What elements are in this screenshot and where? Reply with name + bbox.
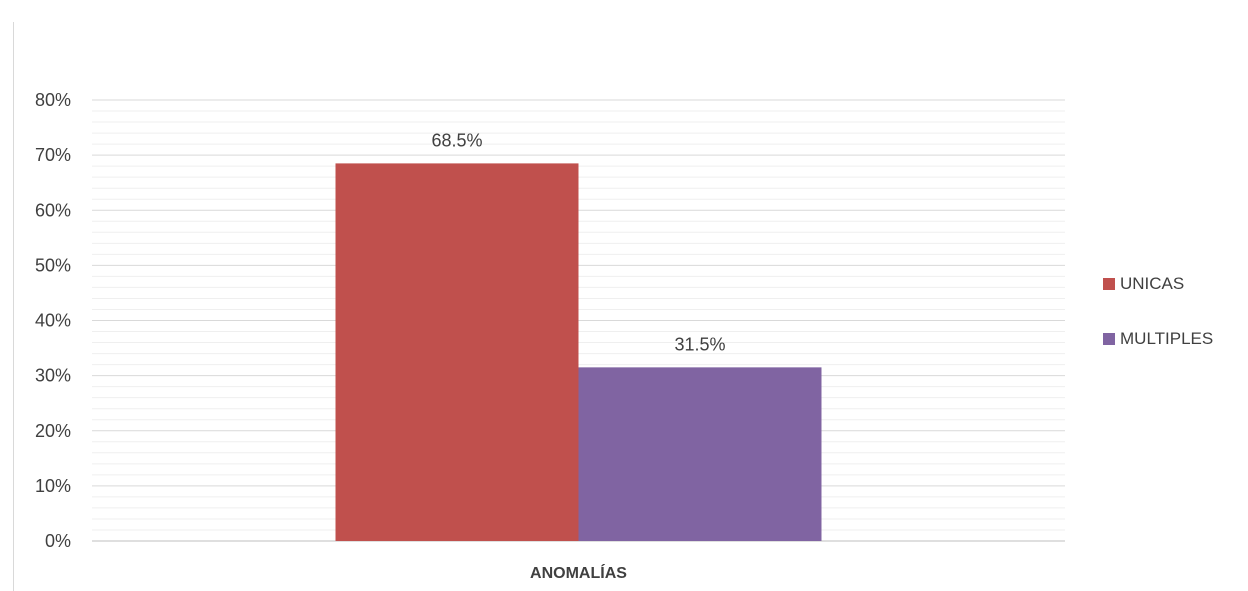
bars [335, 163, 822, 542]
y-tick-label: 30% [35, 366, 71, 386]
y-tick-label: 40% [35, 311, 71, 331]
legend-swatch-multiples [1103, 333, 1115, 345]
legend-label-multiples: MULTIPLES [1120, 329, 1214, 348]
bar-unicas [335, 163, 579, 542]
legend-swatch-unicas [1103, 278, 1115, 290]
y-tick-label: 10% [35, 476, 71, 496]
y-tick-label: 50% [35, 255, 71, 275]
y-tick-label: 80% [35, 90, 71, 110]
data-label-multiples: 31.5% [674, 334, 725, 354]
x-category-label: ANOMALÍAS [530, 563, 627, 582]
y-tick-label: 60% [35, 200, 71, 220]
y-axis: 0% 10% 20% 30% 40% 50% 60% 70% 80% [35, 90, 71, 551]
y-tick-label: 20% [35, 421, 71, 441]
legend-label-unicas: UNICAS [1120, 274, 1185, 293]
y-tick-label: 0% [45, 531, 71, 551]
bar-multiples [578, 367, 822, 541]
y-tick-label: 70% [35, 145, 71, 165]
data-labels: 68.5% 31.5% [431, 130, 725, 354]
legend-item-unicas: UNICAS [1103, 270, 1213, 298]
chart-border [13, 22, 14, 591]
legend: UNICAS MULTIPLES [1103, 270, 1213, 380]
data-label-unicas: 68.5% [431, 130, 482, 150]
legend-item-multiples: MULTIPLES [1103, 325, 1213, 353]
